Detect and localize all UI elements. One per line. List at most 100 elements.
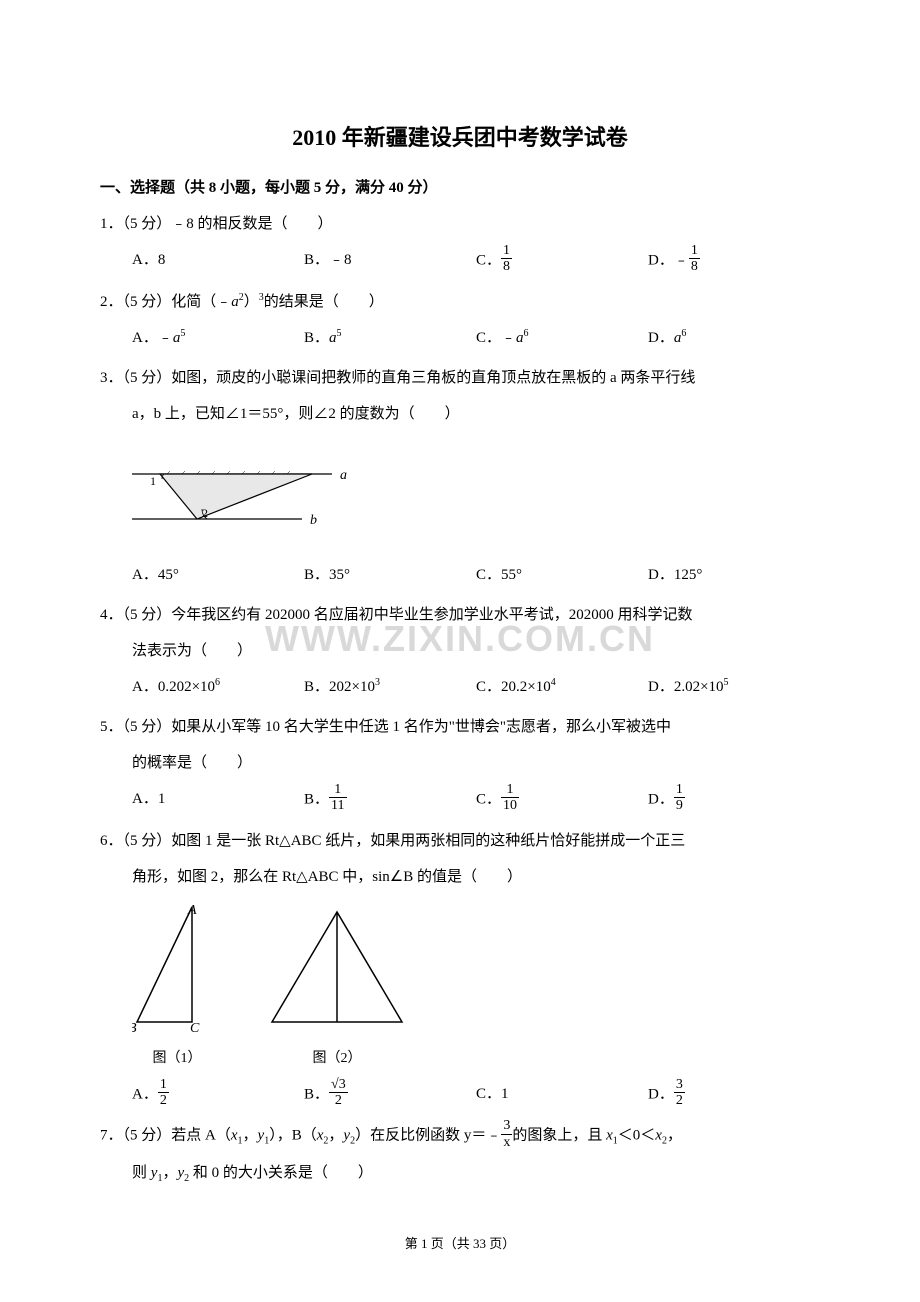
q4-line2: 法表示为（ ） [100,636,820,666]
q6-vc: C [190,1021,200,1032]
question-3: 3．（5 分）如图，顽皮的小聪课间把教师的直角三角板的直角顶点放在黑板的 a 两… [100,363,820,590]
q7-p2: ， [243,1128,258,1144]
q6-opt-a: A．12 [132,1079,304,1111]
q2-opt-b: B．a5 [304,323,476,353]
q3-line2: a，b 上，已知∠1＝55°，则∠2 的度数为（ ） [100,399,820,429]
q4-line1: 4．（5 分）今年我区约有 202000 名应届初中毕业生参加学业水平考试，20… [100,600,820,630]
q1-opt-b: B．﹣8 [304,245,476,277]
q2b-s: 5 [337,328,342,339]
q7-p4: ， [328,1128,343,1144]
q6d-n: 3 [674,1077,685,1093]
q7-line1: 7．（5 分）若点 A（x1，y1），B（x2，y2）在反比例函数 y＝﹣3x的… [100,1120,820,1152]
q4-options: A．0.202×106 B．202×103 C．20.2×104 D．2.02×… [100,672,820,702]
question-6: 6．（5 分）如图 1 是一张 Rt△ABC 纸片，如果用两张相同的这种纸片恰好… [100,826,820,1111]
q3-label-b: b [310,513,317,528]
q7-p5: ）在反比例函数 y＝﹣ [355,1128,501,1144]
q3-label-1: 1 [150,474,156,488]
q7-p7: ＜0＜ [618,1128,656,1144]
q1c-den: 8 [501,259,512,274]
q3-figure: a b 1 2 [132,439,820,550]
q5-line2: 的概率是（ ） [100,748,820,778]
q3-opt-a: A．45° [132,560,304,590]
q7-p8: ， [667,1128,682,1144]
q2b-b: a [329,330,337,346]
page-footer: 第 1 页（共 33 页） [0,1233,920,1252]
q7-l2b: ， [162,1165,177,1181]
q6-fig2-svg [262,902,412,1032]
q7-den: x [501,1135,512,1150]
q5b-p: B． [304,791,329,807]
q2d-p: D． [648,330,674,346]
q2-opt-c: C．﹣a6 [476,323,648,353]
q6-fig1-svg: A B C [132,902,222,1032]
q2-stem-b: ） [244,294,259,310]
q3-opt-c: C．55° [476,560,648,590]
question-1: 1．（5 分）﹣8 的相反数是（ ） A．8 B．﹣8 C．18 D．﹣18 [100,209,820,277]
q2b-p: B． [304,330,329,346]
q6-options: A．12 B．√32 C．1 D．32 [100,1079,820,1111]
q6d-p: D． [648,1086,674,1102]
q4a-s: 6 [215,677,220,688]
question-2: 2．（5 分）化简（﹣a2）3的结果是（ ） A．﹣a5 B．a5 C．﹣a6 … [100,287,820,353]
q4d-p: D．2.02×10 [648,679,724,695]
q4b-s: 3 [375,677,380,688]
q2a-p: A．﹣ [132,330,173,346]
q1c-prefix: C． [476,252,501,268]
q5d-d: 9 [674,798,685,813]
q5-opt-c: C．110 [476,784,648,816]
q5c-d: 10 [501,798,519,813]
q4d-s: 5 [724,677,729,688]
q4c-s: 4 [551,677,556,688]
q7-x1: x [231,1128,238,1144]
q4c-p: C．20.2×10 [476,679,551,695]
q7-l2a: 则 [132,1165,151,1181]
q7-l2c: 和 0 的大小关系是（ ） [189,1165,373,1181]
q2-options: A．﹣a5 B．a5 C．﹣a6 D．a6 [100,323,820,353]
q2-opt-a: A．﹣a5 [132,323,304,353]
q4-opt-b: B．202×103 [304,672,476,702]
q4-opt-d: D．2.02×105 [648,672,820,702]
question-4: 4．（5 分）今年我区约有 202000 名应届初中毕业生参加学业水平考试，20… [100,600,820,702]
q4-opt-c: C．20.2×104 [476,672,648,702]
q7-p3: ），B（ [269,1128,317,1144]
q3-opt-b: B．35° [304,560,476,590]
page-title: 2010 年新疆建设兵团中考数学试卷 [100,120,820,152]
q6d-d: 2 [674,1093,685,1108]
q2-opt-d: D．a6 [648,323,820,353]
q1d-den: 8 [689,259,700,274]
q1-opt-c: C．18 [476,245,648,277]
q1-opt-d: D．﹣18 [648,245,820,277]
q6a-p: A． [132,1086,158,1102]
q1-options: A．8 B．﹣8 C．18 D．﹣18 [100,245,820,277]
q5d-n: 1 [674,782,685,798]
q6-opt-b: B．√32 [304,1079,476,1111]
q2a-s: 5 [180,328,185,339]
q1c-num: 1 [501,243,512,259]
q6b-p: B． [304,1086,329,1102]
q6-vb: B [132,1021,137,1032]
q6b-n: √3 [329,1077,348,1093]
q7-x2b: x [655,1128,662,1144]
question-7: 7．（5 分）若点 A（x1，y1），B（x2，y2）在反比例函数 y＝﹣3x的… [100,1120,820,1189]
q6b-d: 2 [329,1093,348,1108]
q6-fig2-label: 图（2） [262,1045,412,1073]
q6a-n: 1 [158,1077,169,1093]
q7-line2: 则 y1，y2 和 0 的大小关系是（ ） [100,1158,820,1189]
q6-va: A [187,903,197,918]
q5-line1: 5．（5 分）如果从小军等 10 名大学生中任选 1 名作为"世博会"志愿者，那… [100,712,820,742]
q2-stem-c: 的结果是（ ） [264,294,384,310]
question-5: 5．（5 分）如果从小军等 10 名大学生中任选 1 名作为"世博会"志愿者，那… [100,712,820,816]
q6-fig1-block: A B C 图（1） [132,902,222,1073]
q6a-d: 2 [158,1093,169,1108]
q3-line1: 3．（5 分）如图，顽皮的小聪课间把教师的直角三角板的直角顶点放在黑板的 a 两… [100,363,820,393]
q6-fig1-label: 图（1） [132,1045,222,1073]
q5-opt-b: B．111 [304,784,476,816]
q5c-n: 1 [501,782,519,798]
q2d-s: 6 [681,328,686,339]
q7-p6: 的图象上，且 [512,1128,606,1144]
q5-opt-a: A．1 [132,784,304,816]
q5-options: A．1 B．111 C．110 D．19 [100,784,820,816]
q2c-s: 6 [524,328,529,339]
q7-x1b: x [606,1128,613,1144]
q1-stem: 1．（5 分）﹣8 的相反数是（ ） [100,209,820,239]
